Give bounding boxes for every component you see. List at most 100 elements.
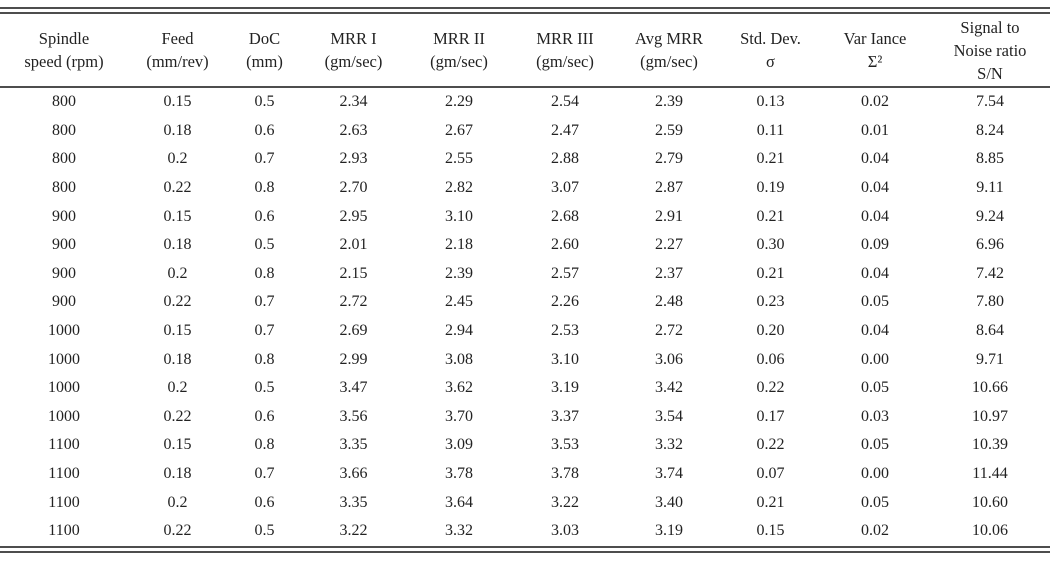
table-row: 1100 0.15 0.8 3.35 3.09 3.53 3.32 0.22 0.05 10.39: [0, 431, 1050, 460]
table-cell: 900: [52, 264, 76, 282]
table-cell: 3.32: [655, 436, 683, 454]
table-cell: 3.22: [551, 493, 579, 511]
table-cell: 1000: [48, 322, 80, 340]
table-cell: 0.15: [163, 93, 192, 111]
table-row: 1100 0.2 0.6 3.35 3.64 3.22 3.40 0.21 0.05 10.60: [0, 488, 1050, 517]
table-cell: 2.39: [655, 93, 683, 111]
table-cell: 0.5: [254, 522, 275, 540]
column-header-line: MRR II: [433, 29, 485, 48]
table-cell: 7.42: [976, 264, 1004, 282]
table-cell: 2.60: [551, 236, 579, 254]
table-cell: 0.21: [756, 264, 785, 282]
table-cell: 3.74: [655, 465, 683, 483]
table-cell: 0.22: [163, 407, 192, 425]
table-cell: 3.54: [655, 407, 683, 425]
column-header: MRR I (gm/sec): [302, 14, 405, 87]
table-cell: 0.5: [254, 93, 275, 111]
table-cell: 0.13: [756, 93, 785, 111]
table-cell: 0.15: [163, 207, 192, 225]
table-cell: 0.7: [254, 150, 275, 168]
table-cell: 9.11: [976, 179, 1004, 197]
table-cell: 0.23: [756, 293, 785, 311]
table-cell: 0.8: [254, 264, 275, 282]
table-cell: 2.47: [551, 121, 579, 139]
table-cell: 3.42: [655, 379, 683, 397]
column-header-line: σ: [766, 52, 775, 71]
scanned-table-page: Spindle speed (rpm) Feed (mm/rev) DoC (mm) MRR…: [0, 7, 1050, 553]
table-cell: 3.10: [551, 350, 579, 368]
table-cell: 2.55: [445, 150, 473, 168]
column-header-line: (mm/rev): [146, 52, 209, 71]
column-header: DoC (mm): [227, 14, 302, 87]
table-cell: 3.70: [445, 407, 473, 425]
table-cell: 800: [52, 179, 76, 197]
table-cell: 3.22: [339, 522, 368, 540]
table-cell: 1000: [48, 379, 80, 397]
table-cell: 0.22: [163, 293, 192, 311]
column-header: MRR II (gm/sec): [405, 14, 513, 87]
header-row: Spindle speed (rpm) Feed (mm/rev) DoC (mm) MRR…: [0, 14, 1050, 87]
table-cell: 0.15: [163, 322, 192, 340]
table-cell: 0.18: [163, 236, 192, 254]
table-cell: 8.24: [976, 121, 1004, 139]
table-row: 800 0.18 0.6 2.63 2.67 2.47 2.59 0.11 0.01 8.24: [0, 117, 1050, 146]
table-cell: 10.66: [972, 379, 1008, 397]
table-cell: 9.24: [976, 207, 1004, 225]
table-cell: 3.64: [445, 493, 473, 511]
column-header-line: (gm/sec): [640, 52, 698, 71]
table-cell: 0.22: [756, 379, 785, 397]
table-cell: 2.01: [339, 236, 368, 254]
table-cell: 0.2: [167, 264, 188, 282]
column-header: Std. Dev. σ: [721, 14, 820, 87]
table-cell: 2.99: [339, 350, 368, 368]
table-cell: 0.07: [756, 465, 785, 483]
table-cell: 0.30: [756, 236, 785, 254]
table-row: 800 0.2 0.7 2.93 2.55 2.88 2.79 0.21 0.04 8.85: [0, 145, 1050, 174]
table-cell: 0.04: [861, 179, 889, 197]
table-cell: 3.78: [551, 465, 579, 483]
table-cell: 3.03: [551, 522, 579, 540]
table-cell: 0.18: [163, 350, 192, 368]
table-body: 800 0.15 0.5 2.34 2.29 2.54 2.39 0.13 0.02 7.54 80…: [0, 87, 1050, 546]
table-cell: 2.57: [551, 264, 579, 282]
column-header-line: MRR I: [330, 29, 377, 48]
table-row: 900 0.22 0.7 2.72 2.45 2.26 2.48 0.23 0.05 7.80: [0, 288, 1050, 317]
table-cell: 2.93: [339, 150, 368, 168]
table-cell: 2.95: [339, 207, 368, 225]
column-header-line: Noise ratio: [953, 40, 1027, 60]
table-row: 1000 0.15 0.7 2.69 2.94 2.53 2.72 0.20 0.04 8.64: [0, 317, 1050, 346]
table-cell: 0.05: [861, 293, 889, 311]
table-cell: 0.05: [861, 379, 889, 397]
table-cell: 2.88: [551, 150, 579, 168]
column-header: Spindle speed (rpm): [0, 14, 128, 87]
table-cell: 8.85: [976, 150, 1004, 168]
table-cell: 3.40: [655, 493, 683, 511]
table-row: 1100 0.22 0.5 3.22 3.32 3.03 3.19 0.15 0.02 10.06: [0, 517, 1050, 546]
table-cell: 0.22: [163, 522, 192, 540]
table-cell: 3.07: [551, 179, 579, 197]
column-header-line: (gm/sec): [324, 52, 383, 71]
table-cell: 2.69: [339, 322, 368, 340]
table-cell: 2.79: [655, 150, 683, 168]
table-cell: 0.03: [861, 407, 889, 425]
table-cell: 2.54: [551, 93, 579, 111]
table-cell: 1100: [48, 522, 80, 540]
table-cell: 3.56: [339, 407, 368, 425]
table-cell: 0.20: [756, 322, 785, 340]
table-cell: 2.87: [655, 179, 683, 197]
column-header-line: (gm/sec): [430, 52, 488, 71]
table-cell: 0.8: [254, 350, 275, 368]
table-cell: 3.06: [655, 350, 683, 368]
table-cell: 800: [52, 121, 76, 139]
table-cell: 2.29: [445, 93, 473, 111]
table-cell: 3.66: [339, 465, 368, 483]
table-cell: 10.39: [972, 436, 1008, 454]
table-cell: 900: [52, 236, 76, 254]
table-cell: 2.15: [339, 264, 368, 282]
column-header-line: DoC: [248, 29, 281, 48]
table-cell: 0.01: [861, 121, 889, 139]
table-cell: 2.91: [655, 207, 683, 225]
table-cell: 2.70: [339, 179, 368, 197]
column-header-line: Feed: [161, 29, 194, 48]
table-cell: 0.8: [254, 179, 275, 197]
